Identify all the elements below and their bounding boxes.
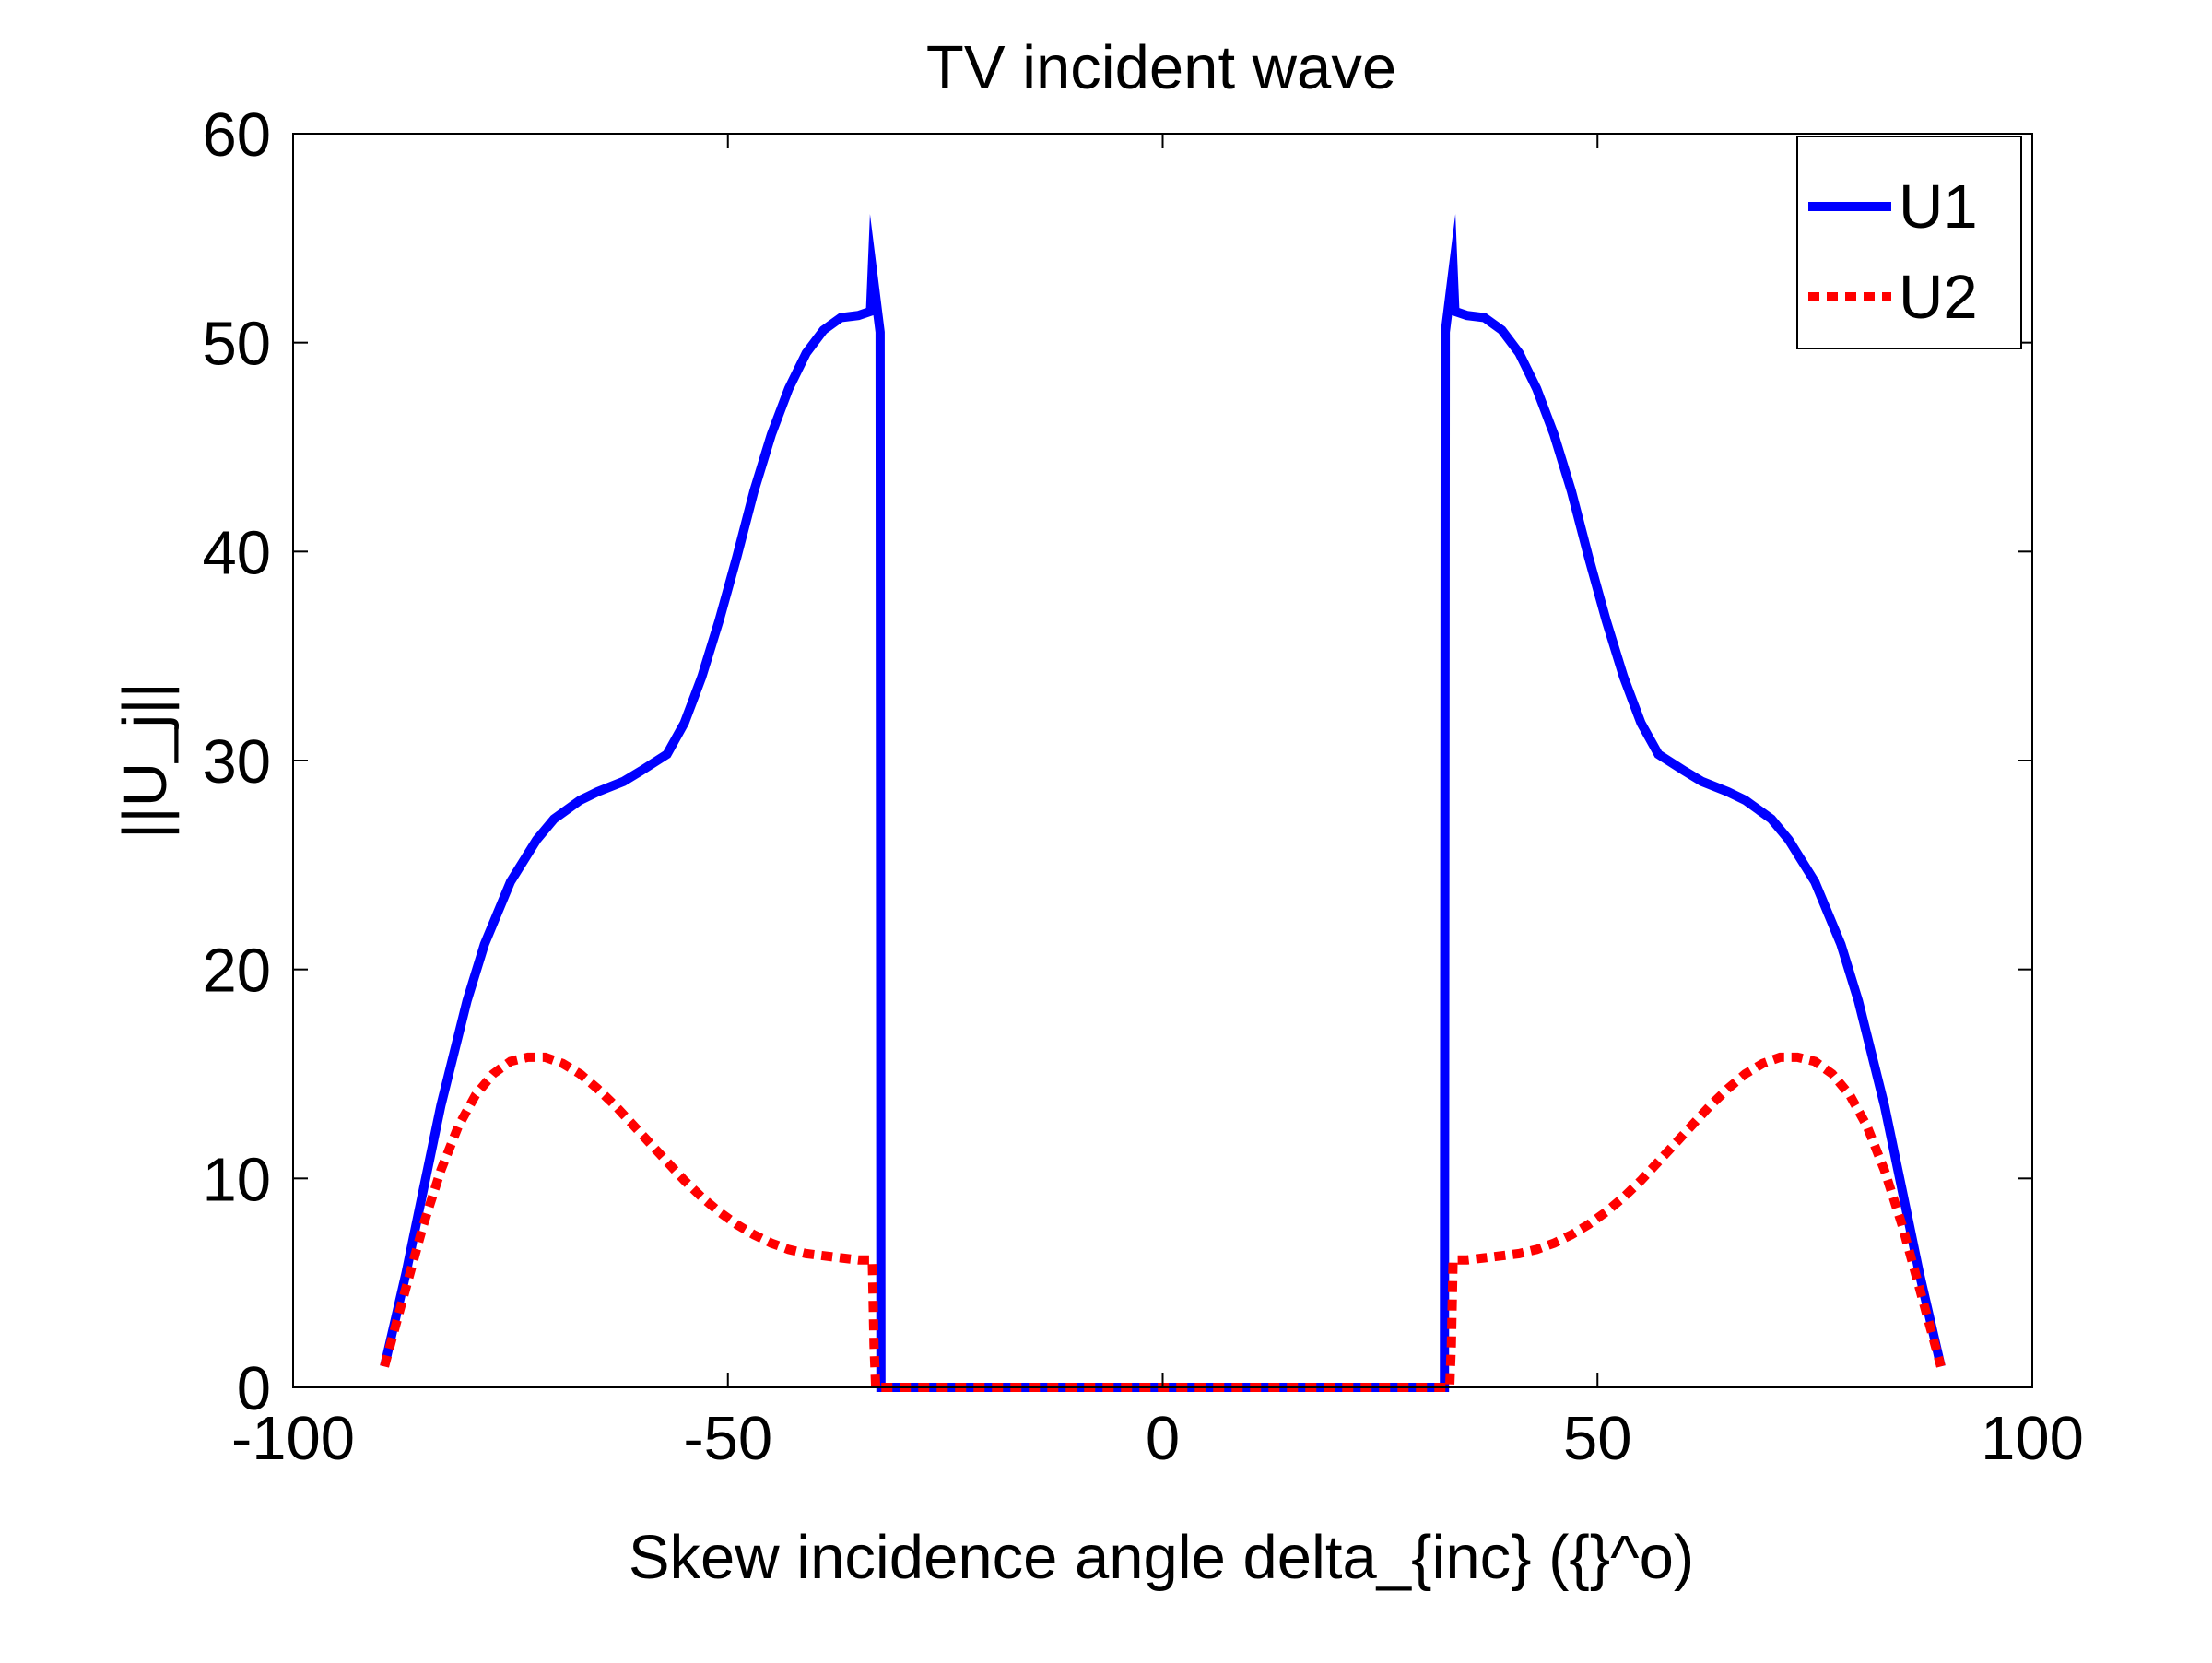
y-tick-label: 60: [202, 100, 271, 170]
legend: U1 U2: [1796, 136, 2022, 349]
y-tick-label: 50: [202, 310, 271, 379]
legend-label-u1: U1: [1899, 172, 1978, 242]
legend-label-u2: U2: [1899, 263, 1978, 332]
y-tick-label: 0: [237, 1354, 271, 1423]
x-tick-label: 0: [1146, 1404, 1180, 1473]
y-tick-label: 40: [202, 518, 271, 587]
y-tick-label: 20: [202, 937, 271, 1006]
chart-title: TV incident wave: [926, 33, 1396, 102]
x-tick-label: -100: [231, 1404, 355, 1473]
axis-ticks: [292, 133, 2033, 1388]
legend-box: [1796, 136, 2022, 349]
y-axis-title: ||U_j||: [111, 682, 180, 839]
y-tick-label: 10: [202, 1145, 271, 1214]
x-axis-title: Skew incidence angle delta_{inc} ({}^o): [629, 1523, 1694, 1592]
x-tick-label: -50: [683, 1404, 772, 1473]
x-tick-label: 50: [1563, 1404, 1632, 1473]
x-axis-tick-labels: -100 -50 0 50 100: [231, 1404, 2084, 1473]
x-tick-label: 100: [1981, 1404, 2084, 1473]
y-axis-tick-labels: 0 10 20 30 40 50 60: [202, 100, 271, 1423]
y-tick-label: 30: [202, 727, 271, 796]
